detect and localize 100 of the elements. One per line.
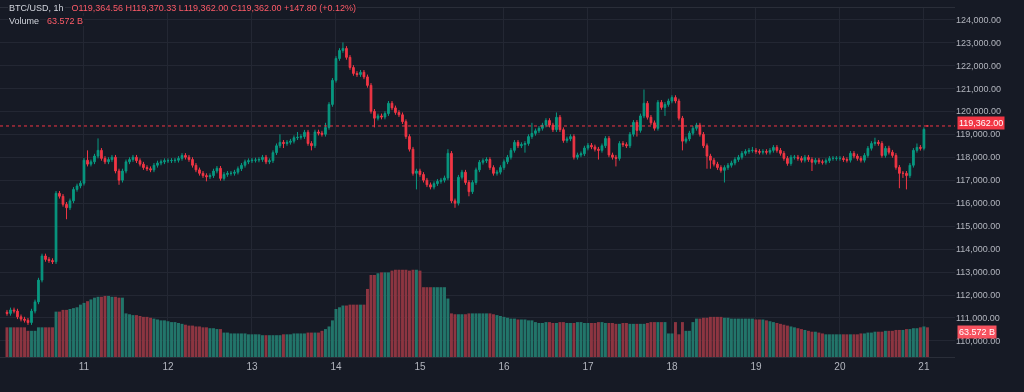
bar [296,333,299,357]
candlestick [737,154,740,163]
bar [544,322,548,357]
candlestick [303,129,306,140]
candlestick [446,148,450,181]
bar [691,322,695,357]
candlestick [156,160,159,169]
candlestick [660,99,663,111]
x-tick-label: 14 [330,361,342,372]
candlestick [572,133,576,161]
y-tick-label: 111,000.00 [956,313,1000,324]
bar [701,317,705,357]
bar [408,270,411,357]
bar [890,330,894,357]
candlestick [754,147,758,155]
bar [450,313,453,357]
bar [565,322,569,357]
bar [894,329,898,357]
bar [215,329,219,357]
candlestick [887,145,891,155]
bar [852,334,856,357]
candlestick [282,139,285,149]
candlestick [758,148,761,155]
bar [548,322,551,357]
candlestick [152,162,156,173]
chart-title: Volume [8,16,41,26]
bar [674,322,677,357]
candlestick [873,137,877,147]
candlestick [866,145,870,159]
candlestick [884,145,887,159]
bar [796,328,800,357]
candlestick [716,161,719,171]
candlestick [320,130,324,138]
candlestick [607,135,611,158]
candlestick [47,256,51,264]
candlestick [779,147,782,157]
candlestick [555,111,558,133]
bar [128,314,131,357]
bar [9,327,12,357]
candlestick [422,171,425,183]
y-tick-label: 113,000.00 [956,267,1001,278]
bar [93,297,96,357]
bar [324,329,327,357]
bar [156,319,159,357]
bar [632,323,635,357]
y-tick-label: 117,000.00 [956,175,1001,186]
candlestick [786,155,789,167]
candlestick [838,155,842,162]
candlestick [296,131,299,141]
candlestick [138,157,142,167]
candlestick [772,144,775,154]
y-tick-label: 123,000.00 [956,37,1002,48]
bar [712,316,716,357]
candlestick [618,140,621,162]
candlestick [824,157,828,166]
bar [425,287,429,357]
bar [719,316,723,357]
candlestick [842,155,845,163]
candlestick [110,154,114,163]
bar [506,317,509,357]
x-tick-label: 17 [582,361,594,372]
bar [628,323,632,357]
bar [404,269,408,357]
bar [656,322,660,357]
bar [58,311,61,357]
chart-subtitle: O119,364.56 H119,370.33 L119,362.00 C119,362.00 +147.80 (+0.12%) [70,3,358,13]
bar [670,333,674,357]
candlestick [604,135,607,149]
candlestick [142,161,145,171]
chart-subtitle: 63.572 B [46,16,85,26]
candlestick [5,309,9,317]
candlestick [240,162,243,172]
bar [121,297,124,357]
bar [901,329,905,357]
candlestick [9,307,12,317]
bar [869,332,873,357]
candlestick [170,157,173,164]
y-tick-label: 116,000.00 [956,198,1001,209]
candlestick [845,156,849,164]
candlestick [233,169,236,177]
x-tick-label: 15 [414,361,426,372]
bar [527,320,530,357]
candlestick [247,157,250,165]
bar [345,305,348,357]
bar [887,330,891,357]
candlestick [768,147,772,155]
candlestick [597,146,600,161]
candlestick [782,150,786,162]
bar [779,323,782,357]
bar [65,309,68,357]
bar [502,316,506,357]
bar [827,334,831,357]
bar [512,318,516,357]
candlestick [849,150,852,164]
bar [317,332,320,357]
bar [107,295,110,357]
candlestick [264,154,268,165]
candlestick [432,180,436,190]
bar [44,327,47,357]
candlestick [856,153,859,162]
